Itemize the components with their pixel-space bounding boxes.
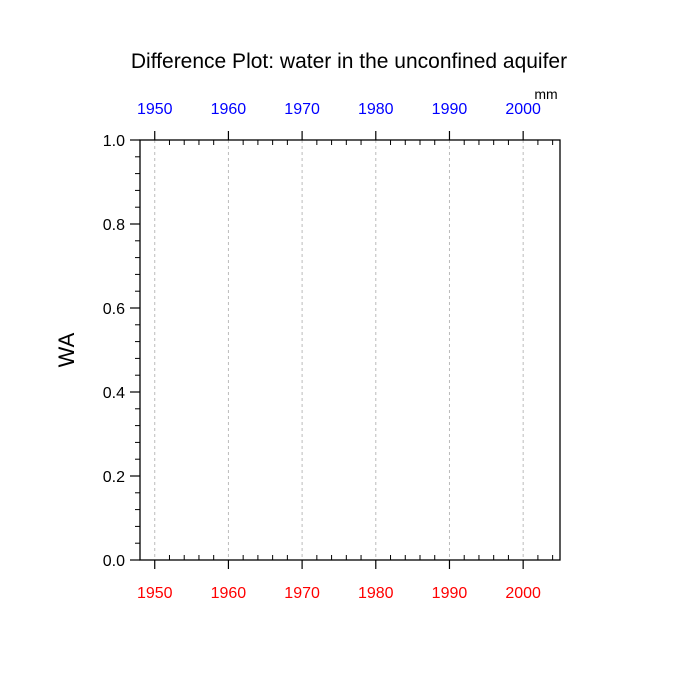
bottom-x-tick-label-1990: 1990 xyxy=(432,585,468,602)
units-label: mm xyxy=(534,86,557,102)
major-ticks xyxy=(130,131,524,569)
x-gridlines xyxy=(154,140,524,560)
top-x-tick-label-1970: 1970 xyxy=(284,101,320,118)
y-tick-label-0.8: 0.8 xyxy=(103,217,125,234)
y-tick-labels: 0.0 0.2 0.4 0.6 0.8 1.0 xyxy=(103,133,125,570)
plot-frame xyxy=(139,139,561,561)
y-tick-label-1: 1.0 xyxy=(103,133,125,150)
y-tick-label-0.2: 0.2 xyxy=(103,469,125,486)
top-x-tick-label-1950: 1950 xyxy=(137,101,173,118)
top-x-tick-label-1990: 1990 xyxy=(432,101,468,118)
top-x-tick-labels: 1950 1960 1970 1980 1990 2000 xyxy=(137,101,541,118)
bottom-x-tick-label-1950: 1950 xyxy=(137,585,173,602)
bottom-x-tick-label-2000: 2000 xyxy=(505,585,541,602)
y-tick-label-0.4: 0.4 xyxy=(103,385,125,402)
minor-ticks xyxy=(135,140,554,560)
bottom-x-tick-label-1960: 1960 xyxy=(211,585,247,602)
y-axis-label: WA xyxy=(54,332,79,367)
bottom-x-tick-labels: 1950 1960 1970 1980 1990 2000 xyxy=(137,585,541,602)
top-x-tick-label-2000: 2000 xyxy=(505,101,541,118)
chart-title: Difference Plot: water in the unconfined… xyxy=(131,50,567,73)
y-tick-label-0: 0.0 xyxy=(103,553,125,570)
top-x-tick-label-1960: 1960 xyxy=(211,101,247,118)
top-x-tick-label-1980: 1980 xyxy=(358,101,394,118)
bottom-x-tick-label-1970: 1970 xyxy=(284,585,320,602)
bottom-x-tick-label-1980: 1980 xyxy=(358,585,394,602)
y-tick-label-0.6: 0.6 xyxy=(103,301,125,318)
